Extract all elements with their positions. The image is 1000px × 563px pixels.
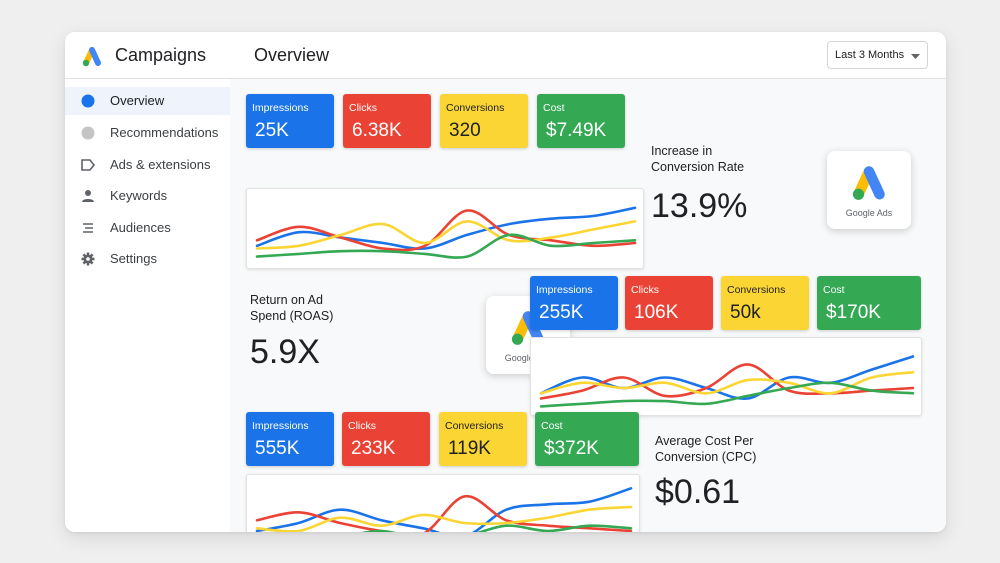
series-line-1 <box>255 494 633 532</box>
sidebar-item-label: Ads & extensions <box>110 157 211 172</box>
gear-icon <box>81 252 95 266</box>
metric-value: 320 <box>449 120 481 141</box>
stat-value: 13.9% <box>651 187 748 225</box>
sidebar: Overview Recommendations Ads & extension… <box>65 79 230 532</box>
sidebar-item-keywords[interactable]: Keywords <box>65 182 230 210</box>
series-line-3 <box>539 381 915 408</box>
metric-value: 119K <box>448 438 491 459</box>
sidebar-item-overview[interactable]: Overview <box>65 87 230 115</box>
stat-label: Average Cost Per Conversion (CPC) <box>655 433 756 465</box>
metric-card-impressions[interactable]: Impressions 25K <box>246 94 334 148</box>
dashboard-window: Campaigns Overview Last 3 Months Overvie… <box>65 32 946 532</box>
metric-card-cost[interactable]: Cost $7.49K <box>537 94 625 148</box>
metric-value: $170K <box>826 302 881 323</box>
line-chart <box>246 474 640 532</box>
top-bar: Campaigns Overview Last 3 Months <box>65 32 946 79</box>
badge-text: Google Ads <box>845 208 893 218</box>
metric-card-conversions[interactable]: Conversions 119K <box>439 412 527 466</box>
metric-card-clicks[interactable]: Clicks 233K <box>342 412 430 466</box>
series-line-2 <box>255 220 637 250</box>
metric-value: 555K <box>255 438 300 459</box>
metric-card-clicks[interactable]: Clicks 6.38K <box>343 94 431 148</box>
metric-label: Clicks <box>631 284 659 296</box>
sidebar-item-recommendations[interactable]: Recommendations <box>65 119 230 147</box>
stat-label-line: Increase in <box>651 144 713 158</box>
date-range-select[interactable]: Last 3 Months <box>827 41 928 69</box>
date-range-value: Last 3 Months <box>835 49 905 61</box>
line-chart-svg <box>539 355 915 408</box>
line-chart-svg <box>255 206 637 259</box>
sidebar-item-label: Recommendations <box>110 125 219 140</box>
metric-value: $7.49K <box>546 120 607 141</box>
series-line-2 <box>255 505 633 532</box>
sidebar-item-settings[interactable]: Settings <box>65 245 230 273</box>
metric-value: 25K <box>255 120 289 141</box>
stat-label: Return on Ad Spend (ROAS) <box>250 292 333 324</box>
metric-card-conversions[interactable]: Conversions 50k <box>721 276 809 330</box>
stat-label-line: Average Cost Per <box>655 434 754 448</box>
metric-card-impressions[interactable]: Impressions 555K <box>246 412 334 466</box>
metric-label: Clicks <box>349 102 377 114</box>
stat-label: Increase in Conversion Rate <box>651 143 744 175</box>
badge-text: Google Ads <box>504 353 552 363</box>
stat-label-line: Conversion Rate <box>651 160 745 174</box>
series-line-1 <box>539 363 915 400</box>
stat-value: $0.61 <box>655 473 741 511</box>
metric-label: Clicks <box>348 420 376 432</box>
sidebar-item-ads-extensions[interactable]: Ads & extensions <box>65 151 230 179</box>
metric-value: 233K <box>351 438 396 459</box>
series-line-0 <box>255 206 637 251</box>
metric-value: 50k <box>730 302 761 323</box>
page-title: Overview <box>254 45 330 65</box>
list-icon <box>83 223 93 233</box>
caret-down-icon <box>911 54 920 59</box>
metric-label: Impressions <box>536 284 593 296</box>
metric-label: Conversions <box>446 102 505 114</box>
metric-value: 106K <box>634 302 679 323</box>
metric-label: Cost <box>541 420 563 432</box>
google-ads-logo-icon <box>852 166 885 200</box>
main-content: Impressions 25K Clicks 6.38K Conversions… <box>230 79 946 532</box>
google-ads-badge: Google Ads <box>827 151 911 229</box>
metric-label: Cost <box>823 284 845 296</box>
series-line-3 <box>255 233 637 259</box>
google-ads-logo-icon <box>82 47 101 67</box>
sidebar-item-audiences[interactable]: Audiences <box>65 214 230 242</box>
metric-label: Conversions <box>727 284 786 296</box>
metric-label: Cost <box>543 102 565 114</box>
sidebar-item-label: Audiences <box>110 220 171 235</box>
metric-card-cost[interactable]: Cost $372K <box>535 412 639 466</box>
sidebar-item-label: Overview <box>110 93 165 108</box>
stat-label-line: Spend (ROAS) <box>250 309 334 323</box>
sidebar-item-label: Keywords <box>110 188 168 203</box>
app-title: Campaigns <box>115 45 207 65</box>
tag-icon <box>81 159 96 171</box>
circle-icon <box>81 94 95 108</box>
metric-card-clicks[interactable]: Clicks 106K <box>625 276 713 330</box>
series-line-0 <box>255 487 633 532</box>
metric-card-conversions[interactable]: Conversions 320 <box>440 94 528 148</box>
metric-value: $372K <box>544 438 599 459</box>
metric-value: 255K <box>539 302 584 323</box>
stat-label-line: Return on Ad <box>250 293 323 307</box>
metric-value: 6.38K <box>352 120 402 141</box>
metric-card-impressions[interactable]: Impressions 255K <box>530 276 618 330</box>
series-line-1 <box>255 209 637 252</box>
metric-label: Impressions <box>252 420 309 432</box>
series-line-3 <box>361 524 633 532</box>
circle-icon <box>81 126 95 140</box>
stat-label-line: Conversion (CPC) <box>655 450 757 464</box>
line-chart-svg <box>255 487 633 532</box>
metric-label: Impressions <box>252 102 309 114</box>
line-chart <box>246 188 644 269</box>
metric-card-cost[interactable]: Cost $170K <box>817 276 921 330</box>
line-chart <box>530 337 922 416</box>
metric-label: Conversions <box>445 420 504 432</box>
stat-value: 5.9X <box>250 333 320 371</box>
sidebar-item-label: Settings <box>110 251 157 266</box>
person-icon <box>82 190 94 202</box>
